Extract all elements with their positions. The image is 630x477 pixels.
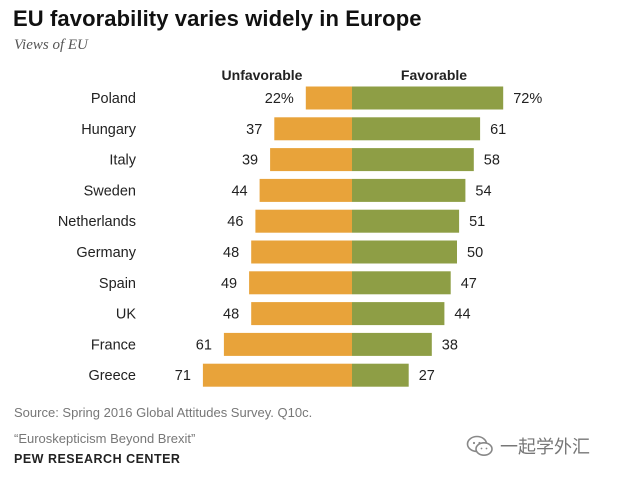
unfavorable-value-label: 22%: [265, 91, 294, 107]
category-label: UK: [116, 307, 136, 323]
category-label: Spain: [99, 276, 136, 292]
favorable-bar: [352, 148, 474, 172]
category-label: Netherlands: [58, 214, 136, 230]
unfavorable-value-label: 46: [227, 214, 243, 230]
favorable-bar: [352, 332, 432, 356]
unfavorable-value-label: 48: [223, 245, 239, 261]
chart-canvas: Unfavorable Favorable Poland 22% 72% Hungary 3…: [58, 67, 542, 387]
unfavorable-bar: [223, 332, 352, 356]
category-label: Italy: [109, 153, 136, 169]
unfavorable-bar: [249, 271, 352, 295]
unfavorable-value-label: 61: [196, 337, 212, 353]
unfavorable-bar: [270, 148, 352, 172]
unfavorable-value-label: 39: [242, 153, 258, 169]
unfavorable-value-label: 37: [246, 122, 262, 138]
organization-credit: PEW RESEARCH CENTER: [14, 452, 181, 466]
favorable-value-label: 38: [442, 337, 458, 353]
unfavorable-value-label: 44: [231, 183, 247, 199]
category-label: Poland: [91, 91, 136, 107]
favorable-bar: [352, 240, 457, 264]
wechat-icon: [466, 435, 493, 456]
favorable-bar: [352, 178, 466, 202]
unfavorable-bar: [274, 117, 352, 141]
favorable-value-label: 50: [467, 245, 483, 261]
favorable-value-label: 27: [419, 368, 435, 384]
unfavorable-bar: [255, 209, 352, 233]
favorable-value-label: 58: [484, 153, 500, 169]
unfavorable-bar: [259, 178, 352, 202]
source-note: Source: Spring 2016 Global Attitudes Sur…: [14, 405, 313, 420]
favorable-bar: [352, 302, 445, 326]
legend-unfavorable: Unfavorable: [222, 67, 303, 83]
category-label: Greece: [88, 368, 136, 384]
favorable-value-label: 61: [490, 122, 506, 138]
unfavorable-bar: [202, 363, 352, 387]
watermark: 一起学外汇: [466, 433, 590, 459]
unfavorable-value-label: 48: [223, 307, 239, 323]
favorable-value-label: 44: [454, 307, 470, 323]
category-label: Germany: [76, 245, 136, 261]
watermark-text: 一起学外汇: [500, 437, 590, 457]
favorable-value-label: 72%: [513, 91, 542, 107]
favorable-bar: [352, 271, 451, 295]
unfavorable-value-label: 49: [221, 276, 237, 292]
category-label: France: [91, 337, 136, 353]
favorable-value-label: 51: [469, 214, 485, 230]
favorable-value-label: 47: [461, 276, 477, 292]
favorable-value-label: 54: [475, 183, 491, 199]
favorable-bar: [352, 86, 504, 110]
unfavorable-bar: [251, 302, 352, 326]
chart-subtitle: Views of EU: [14, 37, 88, 53]
favorable-bar: [352, 209, 460, 233]
unfavorable-bar: [305, 86, 352, 110]
category-label: Sweden: [84, 183, 136, 199]
category-label: Hungary: [81, 122, 137, 138]
unfavorable-value-label: 71: [175, 368, 191, 384]
legend-favorable: Favorable: [401, 67, 467, 83]
chart-title: EU favorability varies widely in Europe: [13, 6, 422, 31]
unfavorable-bar: [251, 240, 352, 264]
favorable-bar: [352, 363, 409, 387]
source-report-title: “Euroskepticism Beyond Brexit”: [14, 431, 196, 446]
favorable-bar: [352, 117, 481, 141]
